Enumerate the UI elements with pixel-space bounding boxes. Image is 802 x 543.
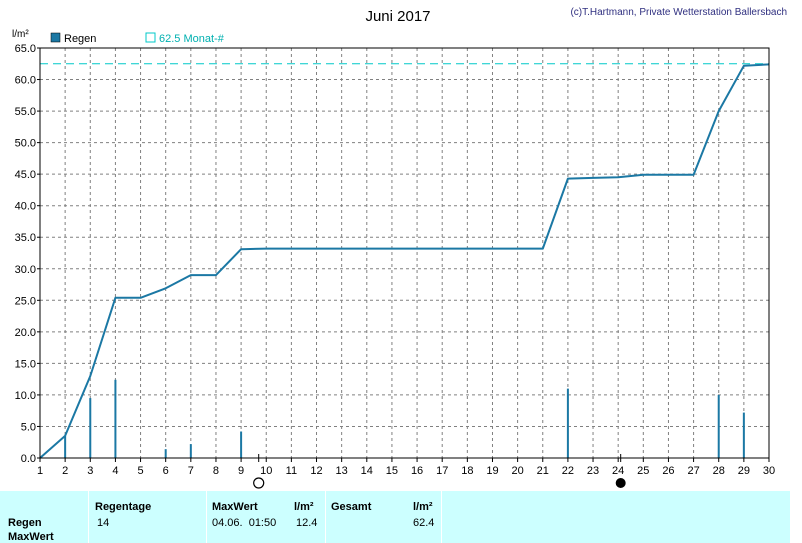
y-tick-label: 50.0 [15, 138, 36, 150]
footer-maxwert-date: 04.06. 01:50 [212, 517, 277, 529]
rain-bar [240, 431, 243, 458]
x-tick-label: 17 [436, 465, 448, 477]
x-tick-label: 4 [112, 465, 118, 477]
cumulative-series-line [39, 63, 770, 459]
x-tick-label: 8 [213, 465, 219, 477]
footer-col-unit-2: l/m² [413, 501, 433, 513]
x-tick-label: 15 [386, 465, 398, 477]
footer-col-unit-1: l/m² [294, 501, 314, 513]
x-tick-label: 11 [286, 465, 297, 477]
y-tick-label: 45.0 [15, 169, 36, 181]
x-tick-label: 19 [486, 465, 498, 477]
x-tick-label: 14 [361, 465, 373, 477]
y-unit-label: l/m² [12, 29, 29, 40]
chart-title: Juni 2017 [365, 8, 430, 25]
x-tick-label: 25 [637, 465, 649, 477]
footer-divider [88, 491, 89, 543]
legend-rain-label: Regen [64, 33, 96, 45]
rain-bar [64, 435, 67, 458]
footer-row-label-regen: Regen [8, 517, 42, 529]
footer-row-label-maxwert: MaxWert [8, 531, 54, 543]
x-tick-label: 23 [587, 465, 599, 477]
x-tick-label: 12 [310, 465, 322, 477]
x-tick-label: 3 [87, 465, 93, 477]
y-tick-label: 10.0 [15, 390, 36, 402]
x-tick-label: 27 [687, 465, 699, 477]
x-tick-label: 21 [537, 465, 549, 477]
rain-bar [114, 379, 117, 458]
y-tick-label: 65.0 [15, 43, 36, 55]
legend-month-label: 62.5 Monat-# [159, 33, 225, 45]
y-tick-label: 25.0 [15, 295, 36, 307]
x-tick-label: 6 [163, 465, 169, 477]
footer-col-gesamt: Gesamt [331, 501, 372, 513]
y-tick-label: 15.0 [15, 358, 36, 370]
footer-col-maxwert: MaxWert [212, 501, 258, 513]
footer-gesamt-value: 62.4 [413, 517, 435, 529]
x-axis-ticks: 1 2 3 4 5 6 7 8 9 10 11 12 13 14 15 16 17 18 19 20 21 22 23 24 2… [37, 458, 775, 477]
x-tick-label: 13 [336, 465, 348, 477]
x-tick-label: 30 [763, 465, 775, 477]
footer-regentage-value: 14 [97, 517, 110, 529]
x-tick-label: 5 [137, 465, 143, 477]
rain-bar [566, 388, 569, 458]
y-axis-ticks: 0.0 5.0 10.0 15.0 20.0 25.0 30.0 35.0 40.0 45.0 50… [15, 43, 40, 465]
y-tick-label: 30.0 [15, 264, 36, 276]
x-tick-label: 9 [238, 465, 244, 477]
x-tick-label: 16 [411, 465, 423, 477]
new-moon-icon [615, 478, 626, 488]
moon-phases [253, 454, 626, 489]
y-tick-label: 40.0 [15, 201, 36, 213]
x-tick-label: 20 [511, 465, 523, 477]
plot-background [40, 48, 769, 458]
x-tick-label: 29 [738, 465, 750, 477]
x-tick-label: 22 [562, 465, 574, 477]
rain-bar [742, 412, 745, 458]
x-tick-label: 24 [612, 465, 624, 477]
copyright-text: (c)T.Hartmann, Private Wetterstation Bal… [570, 7, 787, 18]
rain-bar [717, 394, 720, 458]
footer-col-regentage: Regentage [95, 501, 152, 513]
rain-bar [164, 449, 167, 458]
y-tick-label: 0.0 [21, 453, 36, 465]
legend-month-swatch [145, 32, 156, 43]
x-tick-label: 2 [62, 465, 68, 477]
footer-divider [206, 491, 207, 543]
cumulative-line [39, 63, 770, 459]
x-tick-label: 1 [37, 465, 43, 477]
rain-bars [64, 379, 745, 458]
x-tick-label: 10 [260, 465, 272, 477]
y-tick-label: 20.0 [15, 327, 36, 339]
summary-footer: Regen MaxWert Regentage 14 MaxWert l/m² … [0, 491, 790, 543]
footer-maxwert-value: 12.4 [296, 517, 318, 529]
rain-bar [189, 444, 192, 458]
x-tick-label: 18 [461, 465, 473, 477]
y-tick-label: 35.0 [15, 232, 36, 244]
footer-divider [441, 491, 442, 543]
rain-bar [89, 398, 92, 458]
footer-divider [325, 491, 326, 543]
legend-rain-swatch [50, 32, 61, 43]
y-tick-label: 55.0 [15, 106, 36, 118]
grid [40, 48, 769, 458]
x-tick-label: 28 [713, 465, 725, 477]
y-tick-label: 60.0 [15, 75, 36, 87]
plot-frame [39, 47, 770, 459]
rain-chart: Juni 2017 (c)T.Hartmann, Private Wetters… [12, 7, 787, 489]
full-moon-icon [253, 477, 265, 489]
x-tick-label: 26 [662, 465, 674, 477]
x-tick-label: 7 [188, 465, 194, 477]
y-tick-label: 5.0 [21, 421, 36, 433]
